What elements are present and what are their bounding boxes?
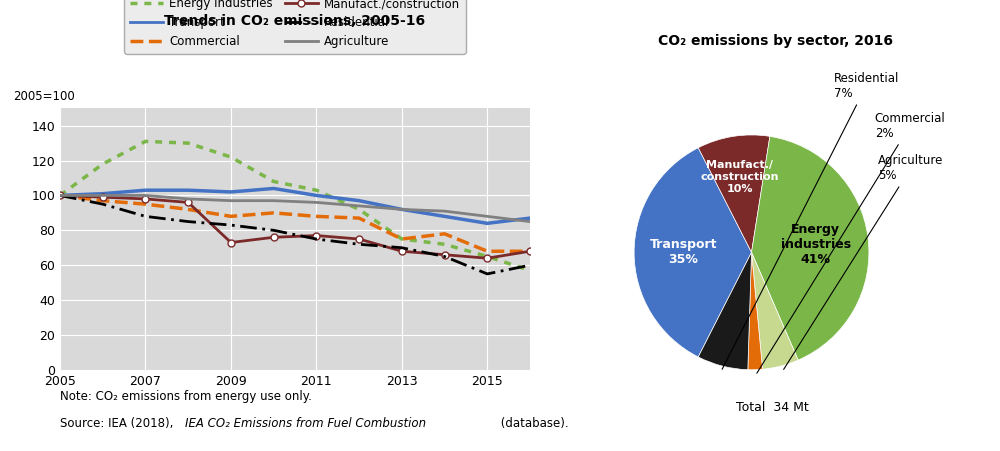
Wedge shape bbox=[698, 253, 752, 370]
Text: 2005=100: 2005=100 bbox=[13, 90, 75, 103]
Wedge shape bbox=[748, 253, 763, 370]
Legend: Energy industries, Transport, Commercial, Manufact./construction, Residential, A: Energy industries, Transport, Commercial… bbox=[124, 0, 466, 54]
Text: Trends in CO₂ emissions, 2005-16: Trends in CO₂ emissions, 2005-16 bbox=[164, 14, 426, 28]
Text: Manufact./
construction
10%: Manufact./ construction 10% bbox=[700, 161, 779, 193]
Text: Commercial
2%: Commercial 2% bbox=[757, 111, 946, 373]
Text: IEA CO₂ Emissions from Fuel Combustion: IEA CO₂ Emissions from Fuel Combustion bbox=[185, 417, 426, 430]
Text: Energy
industries
41%: Energy industries 41% bbox=[781, 223, 851, 266]
Text: Agriculture
5%: Agriculture 5% bbox=[784, 154, 944, 369]
Wedge shape bbox=[698, 135, 770, 253]
Title: CO₂ emissions by sector, 2016: CO₂ emissions by sector, 2016 bbox=[658, 34, 893, 48]
Text: Transport
35%: Transport 35% bbox=[650, 238, 717, 267]
Text: Source: IEA (2018),: Source: IEA (2018), bbox=[60, 417, 177, 430]
Text: (database).: (database). bbox=[497, 417, 569, 430]
Wedge shape bbox=[752, 136, 869, 360]
Text: Note: CO₂ emissions from energy use only.: Note: CO₂ emissions from energy use only… bbox=[60, 390, 312, 403]
Text: Total  34 Mt: Total 34 Mt bbox=[736, 401, 809, 414]
Text: Residential
7%: Residential 7% bbox=[722, 72, 899, 369]
Wedge shape bbox=[634, 148, 752, 357]
Wedge shape bbox=[752, 253, 798, 369]
